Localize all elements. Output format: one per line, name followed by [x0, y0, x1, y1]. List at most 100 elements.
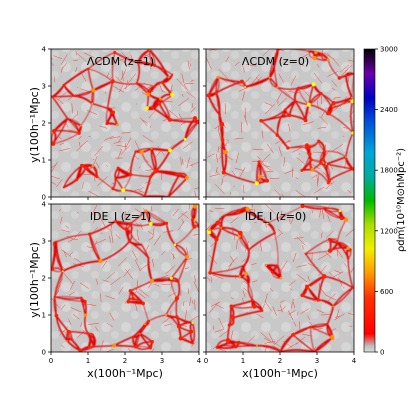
web-strand	[287, 342, 298, 349]
halo	[303, 118, 308, 123]
web-strand	[147, 230, 154, 236]
web-strand	[183, 83, 189, 92]
filament	[350, 100, 354, 134]
web-strand	[283, 139, 291, 145]
web-strand	[95, 278, 99, 285]
filament	[61, 260, 102, 273]
web-strand	[93, 212, 97, 224]
web-strand	[135, 82, 146, 91]
web-strand	[151, 150, 161, 162]
web-strand	[241, 258, 246, 263]
filament	[136, 61, 140, 85]
web-strand	[185, 309, 187, 321]
web-strand	[157, 145, 165, 156]
web-strand	[106, 165, 108, 167]
web-strand	[227, 263, 232, 272]
web-strand	[170, 279, 174, 289]
filament	[327, 59, 340, 79]
web-strand	[127, 347, 132, 352]
halo	[251, 299, 254, 302]
x-tick-label: 0	[204, 357, 208, 365]
halo	[308, 50, 311, 53]
density-field	[206, 204, 354, 352]
web-strand	[68, 291, 76, 296]
halo	[66, 329, 71, 334]
halo	[234, 345, 238, 349]
halo	[167, 76, 170, 79]
web-strand	[83, 350, 87, 352]
halo	[279, 115, 282, 118]
web-strand	[326, 230, 334, 239]
halo	[230, 315, 235, 320]
web-strand	[264, 345, 268, 352]
web-strand	[161, 274, 169, 278]
web-strand	[127, 73, 136, 85]
web-strand	[230, 216, 239, 224]
halo	[320, 52, 324, 57]
web-strand	[242, 289, 246, 298]
web-strand	[259, 242, 263, 252]
filament	[325, 163, 354, 170]
web-strand	[140, 223, 143, 230]
web-strand	[209, 174, 219, 177]
halo	[185, 176, 189, 180]
filament	[136, 83, 155, 87]
web-strand	[277, 97, 288, 107]
web-strand	[73, 257, 86, 266]
web-strand	[307, 263, 319, 269]
halo	[51, 95, 54, 98]
halo	[171, 73, 174, 76]
filament	[209, 272, 241, 278]
web-strand	[105, 349, 114, 352]
web-strand	[91, 204, 98, 217]
colorbar-tick-label: 3000	[380, 46, 398, 54]
web-strand	[60, 54, 68, 65]
web-strand	[153, 235, 161, 246]
heatmap-panel-3: IDE_I (z=1) 0 1 2 3 4 0 1 2 3 4	[42, 201, 202, 366]
web-strand	[251, 204, 253, 208]
web-strand	[119, 56, 129, 61]
web-strand	[221, 77, 228, 83]
halo	[331, 101, 336, 106]
halo	[312, 55, 317, 61]
halo	[157, 101, 162, 106]
x-tick-label: 3	[315, 357, 319, 365]
web-strand	[230, 256, 235, 263]
halo	[327, 248, 333, 253]
halo	[237, 340, 241, 345]
web-strand	[94, 145, 103, 157]
web-strand	[86, 303, 97, 306]
web-strand	[219, 330, 229, 338]
x-tick-label: 3	[160, 357, 164, 365]
web-strand	[236, 241, 238, 250]
panel-title: IDE_I (z=0)	[245, 210, 306, 223]
halo	[51, 141, 56, 146]
web-strand	[298, 321, 301, 333]
filament	[332, 287, 354, 307]
web-strand	[216, 270, 223, 274]
filament	[167, 173, 181, 197]
halo	[327, 181, 330, 185]
filament	[51, 96, 69, 120]
web-strand	[189, 63, 192, 67]
halo	[150, 339, 154, 344]
web-strand	[120, 69, 127, 81]
web-strand	[295, 190, 306, 197]
filament	[51, 84, 65, 98]
web-strand	[332, 88, 336, 91]
web-strand	[231, 170, 236, 176]
web-strand	[296, 336, 306, 345]
web-strand	[154, 283, 160, 287]
web-strand	[275, 141, 280, 145]
halo	[79, 296, 83, 300]
halo	[244, 272, 248, 276]
web-strand	[307, 275, 310, 282]
halo	[275, 133, 280, 137]
web-strand	[256, 76, 261, 83]
web-strand	[206, 276, 211, 282]
web-strand	[184, 267, 190, 270]
web-strand	[194, 191, 197, 197]
web-strand	[208, 210, 214, 213]
web-strand	[339, 64, 350, 73]
web-strand	[66, 123, 69, 128]
